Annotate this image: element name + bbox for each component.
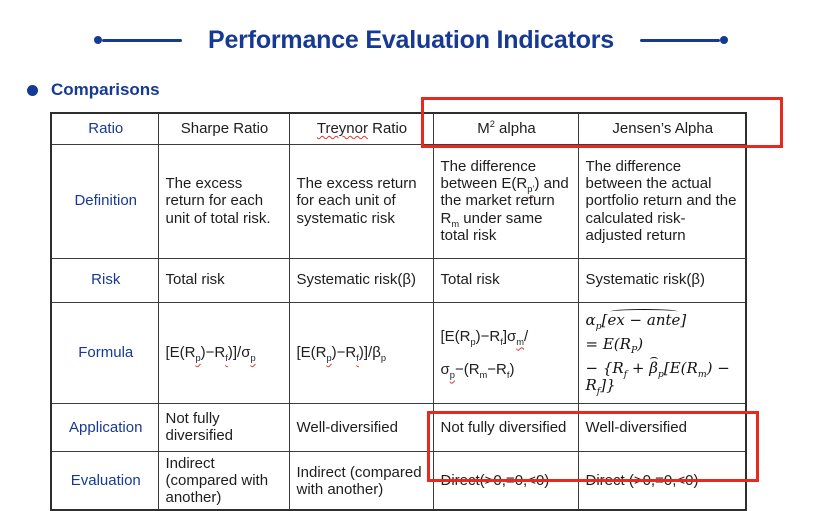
col-header-sharpe: Sharpe Ratio [157, 112, 290, 145]
cell-definition-sharpe: The excess return for each unit of total… [157, 143, 290, 259]
bullet-icon [27, 84, 38, 96]
table-row-definition: Definition The excess return for each un… [50, 143, 747, 259]
row-label-definition: Definition [50, 143, 159, 259]
slide-title-row: Performance Evaluation Indicators [0, 22, 822, 58]
title-right-decoration [640, 36, 729, 44]
highlight-box-direct-evaluation [427, 411, 759, 482]
title-left-dot-icon [93, 36, 102, 44]
cell-evaluation-treynor: Indirect (compared with another) [288, 450, 434, 511]
highlight-box-alpha-headers [421, 97, 783, 148]
section-heading: Comparisons [51, 80, 160, 99]
cell-risk-treynor: Systematic risk(β) [288, 257, 434, 303]
title-right-dot-icon [720, 36, 729, 44]
cell-formula-treynor: [E(Rp)−Rf)]/βp [288, 301, 434, 404]
cell-application-m2: Not fully diversified [432, 402, 579, 452]
cell-definition-m2: The difference between E(Rp’) and the ma… [432, 143, 579, 259]
row-label-evaluation: Evaluation [50, 450, 159, 511]
table-row-application: Application Not fully diversified Well-d… [50, 402, 747, 452]
cell-formula-m2: [E(Rp)−Rf]σm/σp−(Rm−Rf) [432, 301, 579, 404]
cell-formula-jensen: αp[ex − ante] = E(RP) − {Rf + βp[E(Rm) − R… [577, 301, 747, 404]
col-header-treynor: Treynor Ratio [288, 112, 434, 145]
title-left-line [101, 38, 182, 42]
title-right-line [640, 38, 721, 42]
table-header-row: Ratio Sharpe Ratio Treynor Ratio M2 alph… [50, 112, 747, 145]
cell-definition-treynor: The excess return for each unit of syste… [288, 143, 434, 259]
page-title: Performance Evaluation Indicators [207, 25, 615, 54]
col-header-ratio: Ratio [50, 112, 159, 145]
table-row-risk: Risk Total risk Systematic risk(β) Total… [50, 257, 747, 303]
title-left-decoration [93, 36, 182, 44]
cell-evaluation-sharpe: Indirect (compared with another) [157, 450, 290, 511]
cell-application-sharpe: Not fully diversified [157, 402, 290, 452]
section-heading-row: Comparisons [27, 80, 160, 100]
row-label-formula: Formula [50, 301, 159, 404]
cell-risk-jensen: Systematic risk(β) [577, 257, 747, 303]
row-label-application: Application [50, 402, 159, 452]
row-label-risk: Risk [50, 257, 159, 303]
cell-formula-sharpe: [E(Rp)−Rf)]/σp [157, 301, 290, 404]
cell-risk-sharpe: Total risk [157, 257, 290, 303]
cell-application-treynor: Well-diversified [288, 402, 434, 452]
col-header-jensens-alpha: Jensen’s Alpha [577, 112, 747, 145]
cell-definition-jensen: The difference between the actual portfo… [577, 143, 747, 259]
table-row-formula: Formula [E(Rp)−Rf)]/σp [E(Rp)−Rf)]/βp [E… [50, 301, 747, 404]
cell-risk-m2: Total risk [432, 257, 579, 303]
